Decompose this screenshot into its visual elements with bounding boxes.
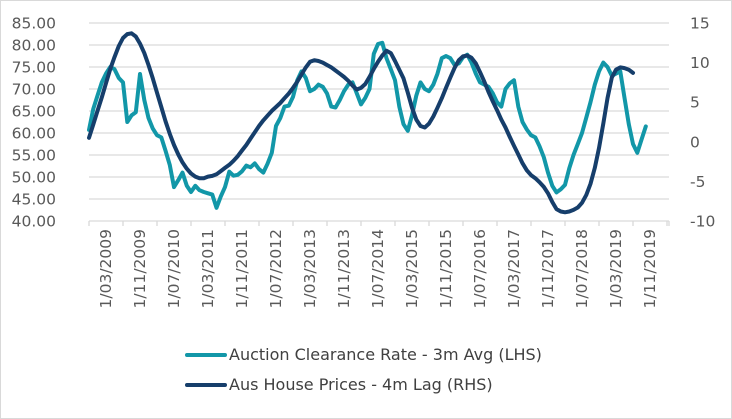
x-tick-label: 1/03/2013 xyxy=(301,229,319,308)
y-right-tick-label: 15 xyxy=(690,15,710,33)
y-left-tick-label: 55.00 xyxy=(12,147,56,165)
legend-item-clearance-rate: Auction Clearance Rate - 3m Avg (LHS) xyxy=(185,345,542,364)
y-axis-left: 40.00 45.00 50.00 55.00 60.00 65.00 70.00 75.00… xyxy=(12,15,56,231)
y-right-tick-label: -5 xyxy=(690,173,705,191)
legend-label-clearance-rate: Auction Clearance Rate - 3m Avg (LHS) xyxy=(229,345,542,364)
y-left-tick-label: 80.00 xyxy=(12,37,56,55)
y-right-tick-label: -10 xyxy=(690,213,715,231)
y-left-tick-label: 50.00 xyxy=(12,169,56,187)
x-tick-label: 1/11/2013 xyxy=(335,229,353,308)
x-tick-label: 1/11/2009 xyxy=(131,229,149,308)
x-tick-label: 1/11/2019 xyxy=(641,229,659,308)
x-tick-label: 1/11/2015 xyxy=(437,229,455,308)
y-left-tick-label: 60.00 xyxy=(12,125,56,143)
y-right-tick-label: 0 xyxy=(690,133,700,151)
legend-swatch-clearance-rate xyxy=(185,352,227,357)
x-tick-label: 1/03/2009 xyxy=(97,229,115,308)
y-left-tick-label: 85.00 xyxy=(12,15,56,33)
y-left-tick-label: 45.00 xyxy=(12,191,56,209)
y-left-tick-label: 65.00 xyxy=(12,103,56,121)
y-left-tick-label: 70.00 xyxy=(12,81,56,99)
x-tick-label: 1/03/2017 xyxy=(505,229,523,308)
legend-item-house-prices: Aus House Prices - 4m Lag (RHS) xyxy=(185,375,493,394)
series-line-house-prices xyxy=(87,31,635,215)
y-left-tick-label: 75.00 xyxy=(12,59,56,77)
x-tick-label: 1/11/2017 xyxy=(539,229,557,308)
x-tick-label: 1/07/2012 xyxy=(267,229,285,308)
series-lines xyxy=(87,31,648,215)
x-tick-label: 1/03/2015 xyxy=(403,229,421,308)
x-tick-label: 1/07/2010 xyxy=(165,229,183,308)
y-right-tick-label: 5 xyxy=(690,94,700,112)
x-tick-label: 1/07/2018 xyxy=(573,229,591,308)
y-left-tick-label: 40.00 xyxy=(12,213,56,231)
x-tick-label: 1/07/2014 xyxy=(369,229,387,308)
x-axis: 1/03/2009 1/11/2009 1/07/2010 1/03/2011 1/11… xyxy=(88,220,670,308)
y-right-tick-label: 10 xyxy=(690,54,710,72)
x-tick-label: 1/03/2019 xyxy=(607,229,625,308)
x-tick-label: 1/03/2011 xyxy=(199,229,217,308)
series-line-clearance-rate xyxy=(87,40,648,210)
legend-label-house-prices: Aus House Prices - 4m Lag (RHS) xyxy=(229,375,493,394)
x-tick-label: 1/11/2011 xyxy=(233,229,251,308)
y-axis-right: -10 -5 0 5 10 15 xyxy=(690,15,715,231)
legend-swatch-house-prices xyxy=(185,382,227,387)
x-tick-label: 1/07/2016 xyxy=(471,229,489,308)
gridlines xyxy=(89,22,669,200)
